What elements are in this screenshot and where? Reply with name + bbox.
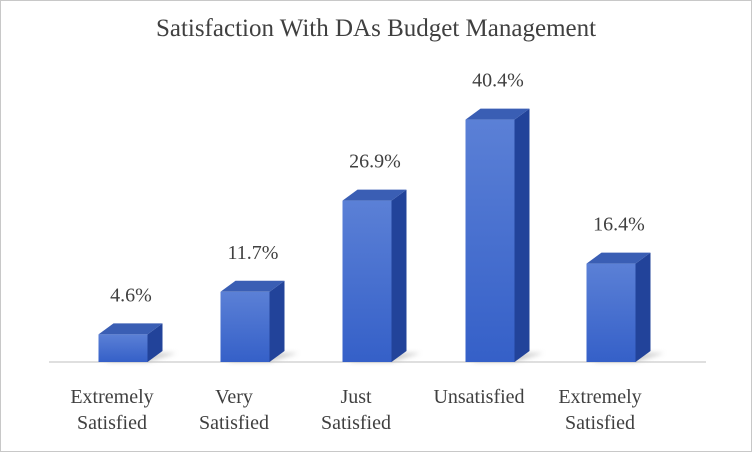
bar-side-face <box>391 189 407 362</box>
data-label: 40.4% <box>472 70 524 92</box>
bar <box>465 108 530 362</box>
category-label: Very <box>215 386 253 408</box>
category-label: Satisfied <box>199 412 269 434</box>
category-label: Satisfied <box>77 412 147 434</box>
bar-front-face <box>220 291 270 362</box>
bar-front-face <box>342 200 392 362</box>
bar-front-face <box>465 119 515 362</box>
bar-top-face <box>98 323 163 335</box>
bar-top-face <box>465 108 530 120</box>
bar-front-face <box>98 334 148 362</box>
category-label: Satisfied <box>565 412 635 434</box>
bar <box>342 189 407 362</box>
bar <box>98 323 163 362</box>
category-label: Satisfied <box>321 412 391 434</box>
bar-side-face <box>514 108 530 362</box>
bar-side-face <box>635 252 651 362</box>
data-label: 26.9% <box>349 151 401 173</box>
bar <box>220 280 285 362</box>
bar-top-face <box>342 189 407 201</box>
bar-side-face <box>269 280 285 362</box>
category-label: Extremely <box>70 386 153 408</box>
data-label: 11.7% <box>228 242 279 264</box>
data-label: 4.6% <box>110 284 152 306</box>
bar-top-face <box>586 252 651 264</box>
bar-front-face <box>586 263 636 362</box>
category-label: Just <box>340 386 372 408</box>
chart-title: Satisfaction With DAs Budget Management <box>155 15 597 42</box>
category-label: Extremely <box>558 386 641 408</box>
data-label: 16.4% <box>593 214 645 236</box>
bar-side-face <box>147 323 163 362</box>
category-label: Unsatisfied <box>433 386 524 408</box>
bar-top-face <box>220 280 285 292</box>
bar <box>586 252 651 362</box>
